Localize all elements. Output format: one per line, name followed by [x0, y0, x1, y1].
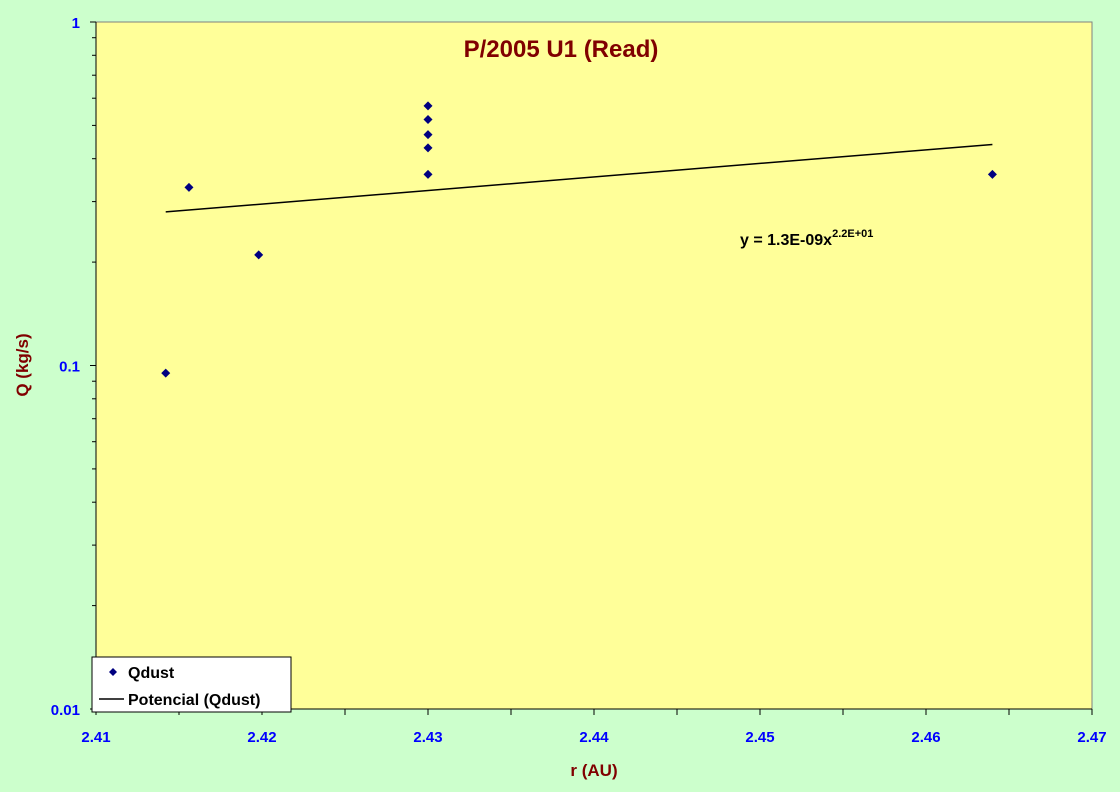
y-axis-title: Q (kg/s) [13, 333, 32, 396]
y-axis: 0.01 0.1 1 [51, 15, 97, 719]
data-point [161, 368, 171, 378]
data-point [423, 130, 433, 140]
chart-title: P/2005 U1 (Read) [464, 36, 659, 63]
legend-label-trendline: Potencial (Qdust) [128, 692, 260, 709]
data-points-layer [161, 101, 997, 378]
legend-box [91, 656, 292, 713]
y-tick-label: 0.01 [51, 702, 80, 719]
trendline-layer [165, 143, 993, 213]
data-point [423, 169, 433, 179]
y-tick-label: 0.1 [59, 359, 80, 376]
data-point [423, 101, 433, 111]
x-tick-label: 2.41 [81, 729, 110, 746]
equation-exponent: 2.2E+01 [832, 228, 873, 240]
legend-diamond-icon [109, 668, 117, 676]
data-point [423, 143, 433, 153]
data-point [423, 115, 433, 125]
x-tick-label: 2.44 [579, 729, 609, 746]
y-tick-label: 1 [72, 15, 80, 32]
data-point [184, 182, 194, 192]
trendline [165, 143, 993, 213]
x-tick-label: 2.43 [413, 729, 442, 746]
plot-area [95, 21, 1093, 710]
data-point [987, 169, 997, 179]
trendline-equation: y = 1.3E-09x2.2E+01 [740, 228, 873, 249]
legend: Qdust Potencial (Qdust) [91, 656, 292, 713]
legend-label-qdust: Qdust [128, 665, 175, 682]
x-axis: 2.41 2.42 2.43 2.44 2.45 2.46 2.47 [81, 708, 1107, 746]
x-tick-label: 2.42 [247, 729, 276, 746]
equation-base: y = 1.3E-09x [740, 232, 832, 249]
x-tick-label: 2.47 [1077, 729, 1106, 746]
x-tick-label: 2.46 [911, 729, 940, 746]
data-point [254, 250, 264, 260]
x-tick-label: 2.45 [745, 729, 774, 746]
x-axis-title: r (AU) [570, 761, 617, 780]
